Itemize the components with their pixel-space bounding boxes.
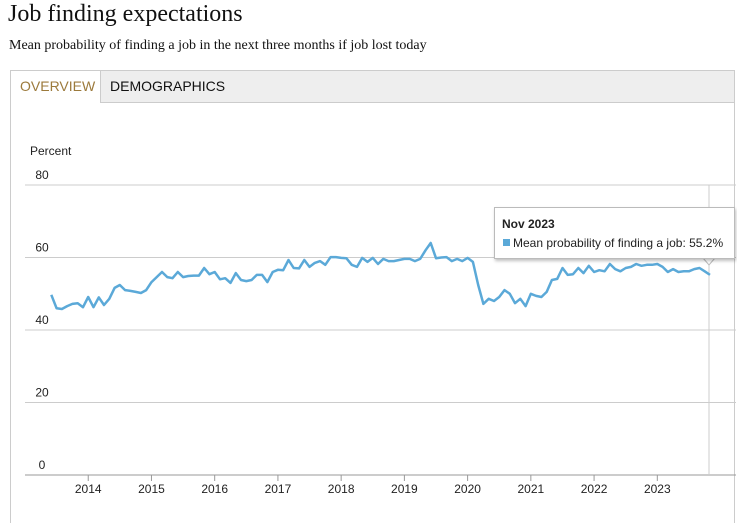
x-tick-label: 2016 [201, 482, 228, 496]
tooltip-text: Mean probability of finding a job: 55.2% [513, 236, 724, 250]
x-tick-label: 2020 [454, 482, 481, 496]
chart-panel: OVERVIEW DEMOGRAPHICS [10, 70, 735, 523]
y-tick-label: 80 [35, 168, 49, 182]
title: Job finding expectations [8, 1, 243, 27]
x-tick-label: 2018 [328, 482, 355, 496]
x-tick-label: 2014 [75, 482, 102, 496]
y-tick-label: 40 [35, 313, 49, 327]
tab-overview[interactable]: OVERVIEW [11, 71, 101, 103]
x-tick-label: 2023 [644, 482, 671, 496]
subtitle: Mean probability of finding a job in the… [9, 38, 427, 53]
tooltip-pointer [701, 257, 717, 266]
tooltip-date: Nov 2023 [502, 217, 555, 231]
x-tick-label: 2015 [138, 482, 165, 496]
y-tick-label: 20 [35, 386, 49, 400]
x-tick-label: 2017 [265, 482, 292, 496]
x-tick-label: 2019 [391, 482, 418, 496]
tooltip: Nov 2023 Mean probability of finding a j… [494, 207, 735, 259]
y-tick-label: 0 [39, 458, 46, 472]
tooltip-swatch [503, 239, 510, 246]
line [50, 241, 711, 311]
tab-bar: OVERVIEW DEMOGRAPHICS [11, 71, 734, 103]
x-tick-label: 2021 [517, 482, 544, 496]
y-axis-label: Percent [30, 144, 72, 158]
tab-demographics[interactable]: DEMOGRAPHICS [110, 78, 226, 94]
y-tick-label: 60 [35, 241, 49, 255]
x-tick-label: 2022 [581, 482, 608, 496]
